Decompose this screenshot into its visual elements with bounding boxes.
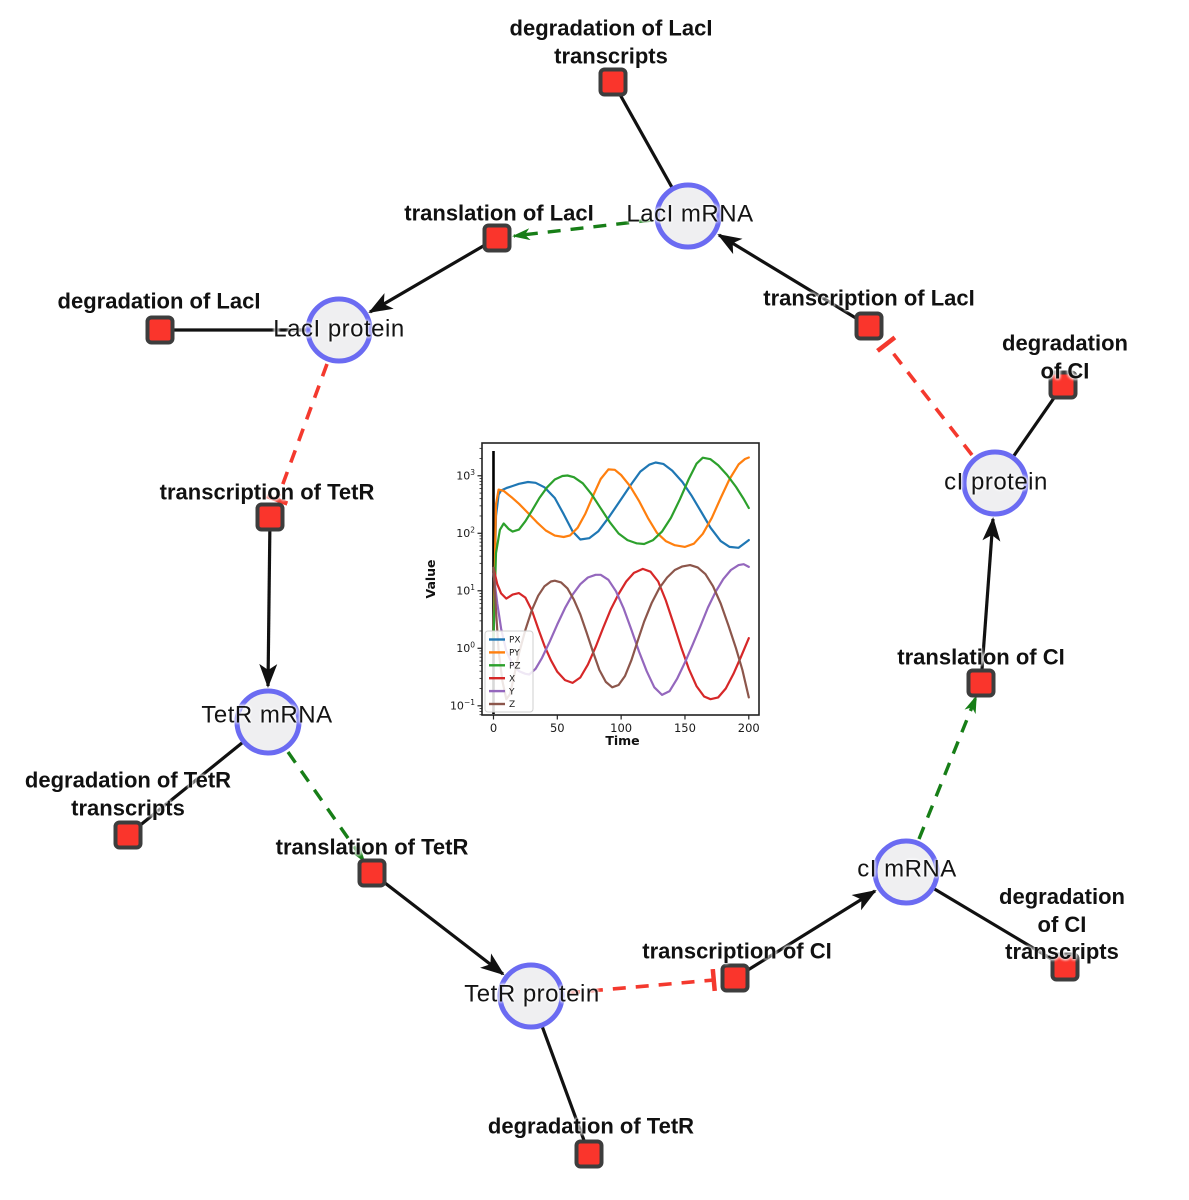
edge-laci-protein-inhibits-transcription-tetr — [265, 363, 329, 506]
svg-text:150: 150 — [674, 721, 696, 735]
reaction-label-deg-ci: degradation of CI — [1002, 330, 1128, 384]
edge-transcription-tetr-to-tetr-mrna — [259, 516, 278, 688]
reaction-label-translation-ci: translation of CI — [897, 644, 1065, 670]
svg-text:100: 100 — [456, 640, 475, 655]
y-axis-label: Value — [425, 559, 438, 598]
species-label-laci-protein: LacI protein — [273, 315, 405, 343]
reaction-label-translation-tetr: translation of TetR — [275, 834, 469, 860]
species-label-ci-mrna: cI mRNA — [857, 855, 957, 883]
reaction-node-deg-ci[interactable] — [1048, 370, 1078, 400]
chart-legend: PX PY PZ XYZ — [484, 630, 534, 713]
reaction-label-translation-laci: translation of LacI — [404, 200, 594, 226]
species-label-tetr-protein: TetR protein — [464, 980, 600, 1008]
svg-text:PY: PY — [509, 649, 520, 659]
edge-translation-laci-to-laci-protein — [368, 236, 498, 314]
reaction-label-transcription-ci: transcription of CI — [642, 938, 832, 964]
edge-translation-ci-to-ci-protein — [979, 517, 1001, 684]
reaction-node-deg-tetr-transcripts[interactable] — [113, 820, 143, 850]
svg-text:101: 101 — [456, 583, 475, 598]
species-node-ci-mrna[interactable] — [872, 838, 940, 906]
edge-laci-mrna-to-translation-laci — [512, 218, 653, 241]
svg-text:10−1: 10−1 — [450, 698, 475, 713]
svg-text:0: 0 — [490, 721, 497, 735]
reaction-label-deg-ci-transcripts: degradation of CI transcripts — [999, 883, 1125, 964]
edge-ci-mrna-to-translation-ci — [917, 695, 978, 840]
reaction-label-transcription-laci: transcription of LacI — [763, 285, 975, 311]
svg-text:Z: Z — [509, 700, 515, 710]
series-line-PY — [492, 456, 750, 640]
svg-text:200: 200 — [738, 721, 760, 735]
species-node-tetr-mrna[interactable] — [234, 688, 302, 756]
reaction-node-deg-tetr[interactable] — [574, 1139, 604, 1169]
reaction-node-deg-ci-transcripts[interactable] — [1050, 952, 1080, 982]
svg-text:100: 100 — [610, 721, 632, 735]
reaction-label-deg-laci-transcripts: degradation of LacI transcripts — [509, 15, 713, 69]
reaction-node-translation-laci[interactable] — [482, 223, 512, 253]
svg-text:50: 50 — [550, 721, 565, 735]
reaction-node-deg-laci-transcripts[interactable] — [598, 67, 628, 97]
svg-text:X: X — [509, 674, 515, 684]
reaction-label-transcription-tetr: transcription of TetR — [159, 479, 375, 505]
edge-transcription-ci-to-ci-mrna — [734, 889, 877, 980]
time-course-chart: 0 50 100 150 20010−1100101102103TimeValuePXP… — [423, 442, 760, 748]
reaction-node-translation-tetr[interactable] — [357, 858, 387, 888]
species-node-laci-mrna[interactable] — [654, 182, 722, 250]
series-line-X — [492, 566, 750, 701]
reaction-label-deg-tetr: degradation of TetR — [487, 1113, 695, 1139]
species-node-tetr-protein[interactable] — [497, 962, 565, 1030]
simulation-inset-plot: 0 50 100 150 200 10−1 100 101 102 103 Time Value PX P… — [423, 438, 775, 770]
edge-translation-tetr-to-tetr-protein — [371, 871, 505, 976]
svg-text:PZ: PZ — [509, 662, 521, 672]
edge-ci-protein-inhibits-transcription-laci — [876, 335, 974, 457]
svg-text:103: 103 — [456, 468, 475, 483]
species-label-tetr-mrna: TetR mRNA — [201, 701, 333, 729]
reaction-label-deg-laci: degradation of LacI — [57, 288, 261, 314]
series-line-PZ — [492, 456, 750, 640]
reaction-node-transcription-tetr[interactable] — [255, 502, 285, 532]
reaction-node-transcription-ci[interactable] — [720, 963, 750, 993]
species-label-laci-mrna: LacI mRNA — [626, 200, 754, 228]
species-node-laci-protein[interactable] — [305, 296, 373, 364]
svg-text:PX: PX — [509, 636, 521, 646]
svg-text:102: 102 — [456, 525, 475, 540]
species-node-ci-protein[interactable] — [961, 449, 1029, 517]
edge-tetr-protein-inhibits-transcription-ci — [566, 968, 717, 995]
reaction-node-translation-ci[interactable] — [966, 668, 996, 698]
reaction-node-transcription-laci[interactable] — [854, 311, 884, 341]
species-label-ci-protein: cI protein — [944, 468, 1048, 496]
x-axis-label: Time — [605, 733, 639, 748]
reaction-label-deg-tetr-transcripts: degradation of TetR transcripts — [24, 767, 232, 821]
svg-text:Y: Y — [508, 687, 515, 697]
series-line-PX — [492, 461, 750, 640]
edge-transcription-laci-to-laci-mrna — [717, 233, 870, 328]
reaction-node-deg-laci[interactable] — [145, 315, 175, 345]
